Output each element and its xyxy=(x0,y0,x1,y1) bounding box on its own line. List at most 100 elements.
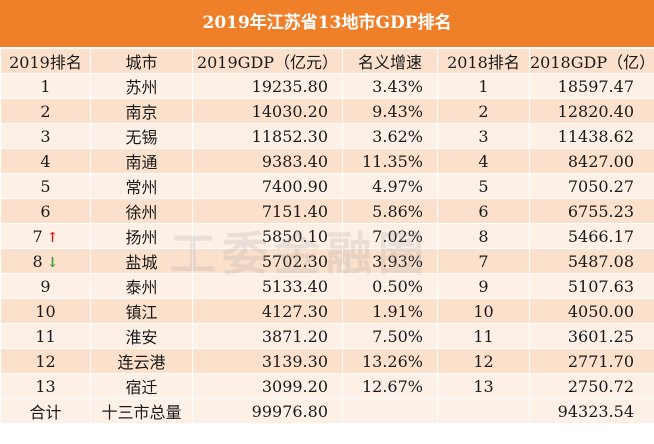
growth-cell: 13.26% xyxy=(342,348,438,374)
gdp-2019-cell: 7400.90 xyxy=(192,173,343,199)
rank-2018-cell: 10 xyxy=(437,298,530,324)
rank-2018-cell: 1 xyxy=(437,73,530,99)
growth-cell: 1.91% xyxy=(342,298,438,324)
table-row: 3 无锡 11852.30 3.62% 3 11438.62 xyxy=(0,123,654,149)
header-rank2018: 2018排名 xyxy=(437,48,530,74)
growth-cell: 7.50% xyxy=(342,323,438,349)
gdp-2018-cell: 3601.25 xyxy=(529,323,654,349)
rank-2019-value: 5 xyxy=(40,176,51,196)
total-row: 合计 十三市总量 99976.80 94323.54 xyxy=(0,398,654,424)
gdp-2018-cell: 2750.72 xyxy=(529,373,654,399)
city-cell: 南京 xyxy=(90,98,193,124)
rank-2019-cell: 6 xyxy=(0,198,91,224)
gdp-2018-cell: 7050.27 xyxy=(529,173,654,199)
rank-2018-cell: 7 xyxy=(437,248,530,274)
city-cell: 苏州 xyxy=(90,73,193,99)
gdp-2018-cell: 18597.47 xyxy=(529,73,654,99)
header-gdp2019: 2019GDP（亿元） xyxy=(192,48,343,74)
gdp-2019-cell: 5702.30 xyxy=(192,248,343,274)
growth-cell: 3.62% xyxy=(342,123,438,149)
table-row: 10 镇江 4127.30 1.91% 10 4050.00 xyxy=(0,298,654,324)
rank-2019-cell: 13 xyxy=(0,373,91,399)
rank-2019-cell: 1 xyxy=(0,73,91,99)
rank-2019-value: 10 xyxy=(35,301,56,321)
city-cell: 常州 xyxy=(90,173,193,199)
city-cell: 镇江 xyxy=(90,298,193,324)
rank-2019-cell: 11 xyxy=(0,323,91,349)
growth-cell: 11.35% xyxy=(342,148,438,174)
growth-cell: 0.50% xyxy=(342,273,438,299)
table-title: 2019年江苏省13地市GDP排名 xyxy=(0,0,654,48)
gdp-2019-cell: 14030.20 xyxy=(192,98,343,124)
gdp-2019-cell: 11852.30 xyxy=(192,123,343,149)
gdp-2019-cell: 3099.20 xyxy=(192,373,343,399)
rank-2018-cell: 5 xyxy=(437,173,530,199)
rank-2018-cell: 4 xyxy=(437,148,530,174)
table-row: 4 南通 9383.40 11.35% 4 8427.00 xyxy=(0,148,654,174)
table-row: 13 宿迁 3099.20 12.67% 13 2750.72 xyxy=(0,373,654,399)
city-cell: 宿迁 xyxy=(90,373,193,399)
rank-2019-value: 2 xyxy=(40,101,51,121)
table-row: 1 苏州 19235.80 3.43% 1 18597.47 xyxy=(0,73,654,99)
table-row: 12 连云港 3139.30 13.26% 12 2771.70 xyxy=(0,348,654,374)
rank-2018-cell: 2 xyxy=(437,98,530,124)
header-row: 2019排名 城市 2019GDP（亿元） 名义增速 2018排名 2018GD… xyxy=(0,48,654,74)
rank-2019-cell: 7 ↑ xyxy=(0,223,91,249)
table-row: 7 ↑ 扬州 5850.10 7.02% 8 5466.17 xyxy=(0,223,654,249)
gdp-2019-cell: 7151.40 xyxy=(192,198,343,224)
header-city: 城市 xyxy=(90,48,193,74)
gdp-2019-cell: 5850.10 xyxy=(192,223,343,249)
rank-2019-value: 3 xyxy=(40,126,51,146)
gdp-2018-cell: 8427.00 xyxy=(529,148,654,174)
gdp-table: 2019排名 城市 2019GDP（亿元） 名义增速 2018排名 2018GD… xyxy=(0,48,654,424)
total-label: 合计 xyxy=(0,398,91,424)
growth-cell: 9.43% xyxy=(342,98,438,124)
rank-2019-value: 11 xyxy=(35,326,56,346)
rank-down-arrow-icon: ↓ xyxy=(46,254,59,271)
gdp-2019-cell: 3139.30 xyxy=(192,348,343,374)
rank-2019-cell: 12 xyxy=(0,348,91,374)
growth-cell: 5.86% xyxy=(342,198,438,224)
rank-2019-value: 4 xyxy=(40,151,51,171)
gdp-2019-cell: 9383.40 xyxy=(192,148,343,174)
growth-cell: 3.43% xyxy=(342,73,438,99)
gdp-2018-cell: 6755.23 xyxy=(529,198,654,224)
rank-2019-value: 8 xyxy=(32,251,43,271)
table-row: 2 南京 14030.20 9.43% 2 12820.40 xyxy=(0,98,654,124)
gdp-2018-cell: 12820.40 xyxy=(529,98,654,124)
city-cell: 南通 xyxy=(90,148,193,174)
rank-2019-cell: 8 ↓ xyxy=(0,248,91,274)
gdp-2018-cell: 4050.00 xyxy=(529,298,654,324)
city-cell: 泰州 xyxy=(90,273,193,299)
growth-cell: 12.67% xyxy=(342,373,438,399)
rank-2019-cell: 4 xyxy=(0,148,91,174)
city-cell: 无锡 xyxy=(90,123,193,149)
gdp-2019-cell: 4127.30 xyxy=(192,298,343,324)
gdp-2019-cell: 19235.80 xyxy=(192,73,343,99)
growth-cell: 4.97% xyxy=(342,173,438,199)
gdp-2018-cell: 5466.17 xyxy=(529,223,654,249)
city-cell: 徐州 xyxy=(90,198,193,224)
gdp-2018-cell: 2771.70 xyxy=(529,348,654,374)
table-row: 8 ↓ 盐城 5702.30 3.93% 7 5487.08 xyxy=(0,248,654,274)
rank-2019-value: 6 xyxy=(40,201,51,221)
header-growth: 名义增速 xyxy=(342,48,438,74)
rank-2019-cell: 5 xyxy=(0,173,91,199)
gdp-2018-cell: 5487.08 xyxy=(529,248,654,274)
city-cell: 盐城 xyxy=(90,248,193,274)
table-row: 6 徐州 7151.40 5.86% 6 6755.23 xyxy=(0,198,654,224)
rank-2019-value: 7 xyxy=(32,226,43,246)
rank-2019-cell: 9 xyxy=(0,273,91,299)
rank-2019-value: 12 xyxy=(35,351,56,371)
total-growth xyxy=(342,398,438,424)
gdp-2019-cell: 5133.40 xyxy=(192,273,343,299)
rank-2018-cell: 6 xyxy=(437,198,530,224)
gdp-2018-cell: 11438.62 xyxy=(529,123,654,149)
total-gdp-2018: 94323.54 xyxy=(529,398,654,424)
rank-2019-value: 1 xyxy=(40,76,51,96)
header-rank2019: 2019排名 xyxy=(0,48,91,74)
rank-2019-cell: 10 xyxy=(0,298,91,324)
rank-2018-cell: 3 xyxy=(437,123,530,149)
gdp-2018-cell: 5107.63 xyxy=(529,273,654,299)
